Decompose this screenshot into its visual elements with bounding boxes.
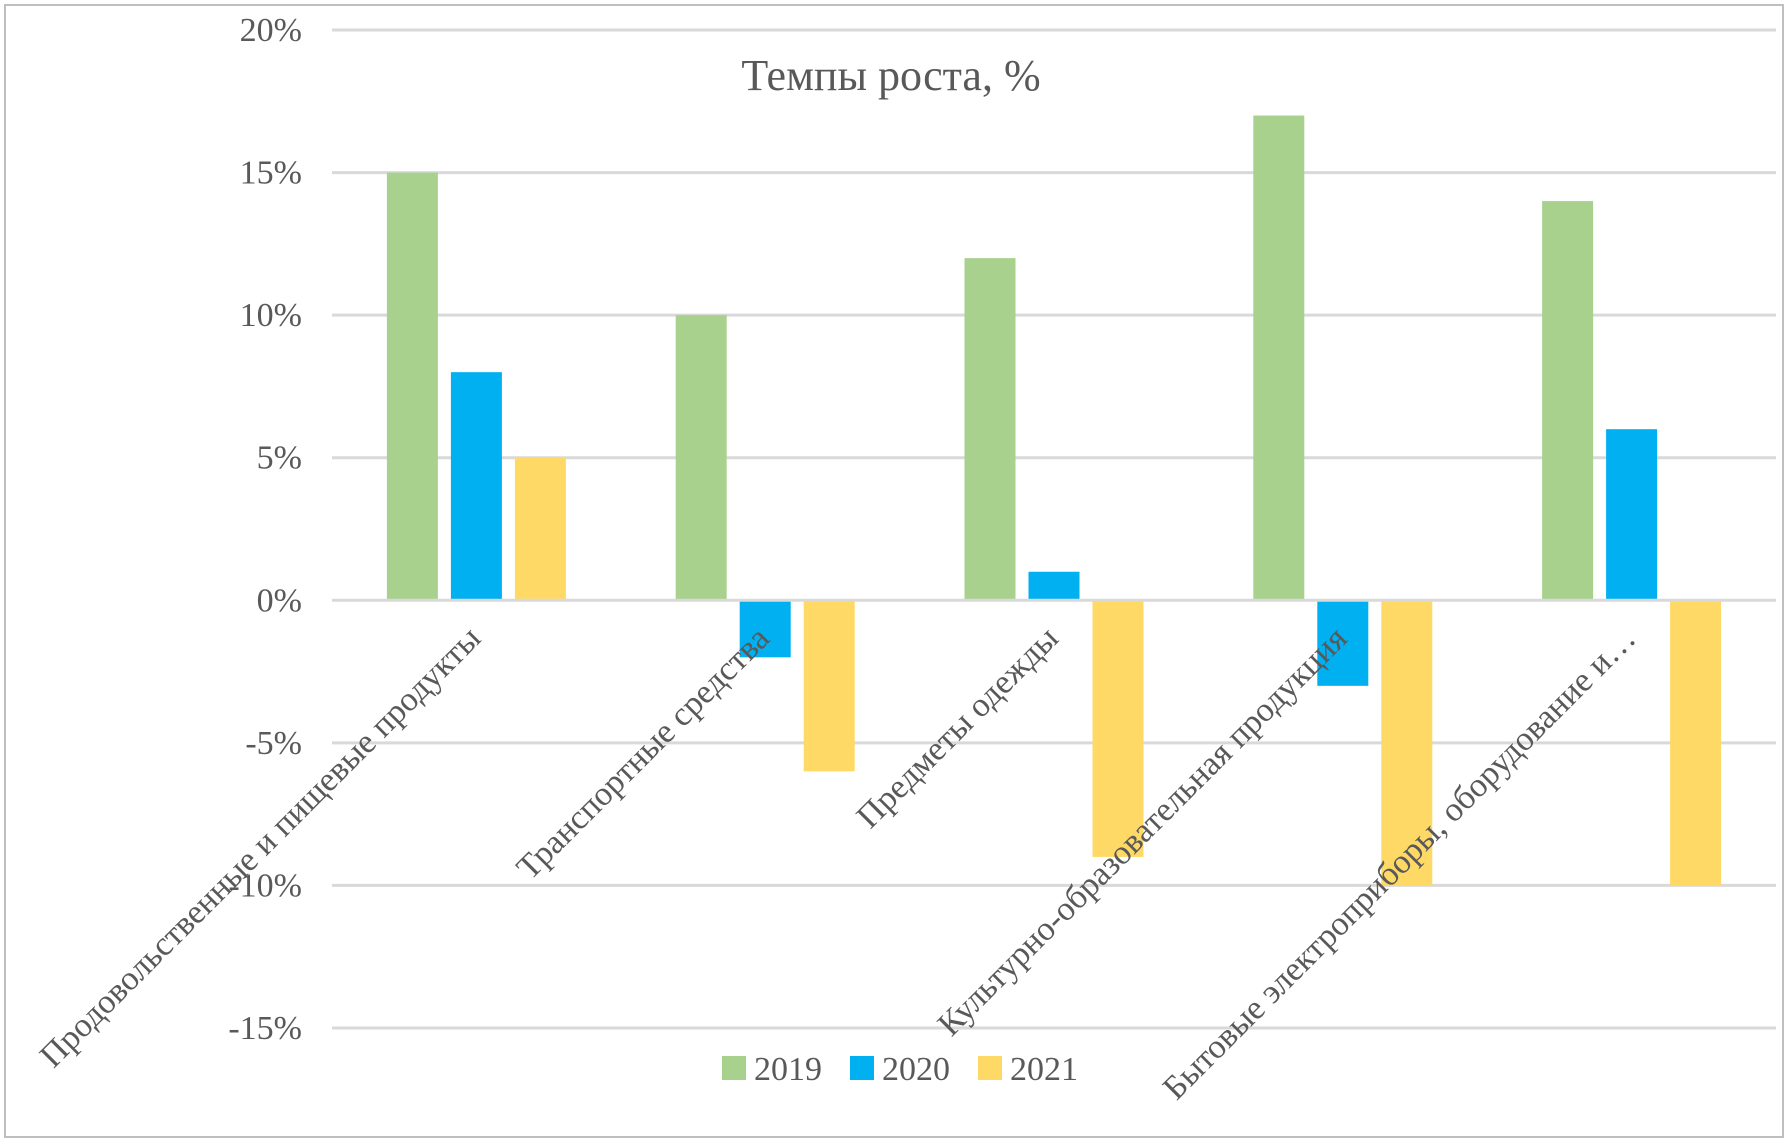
y-tick-label: -10% (228, 867, 302, 904)
bar-2019 (964, 258, 1016, 601)
category-label: Предметы одежды (850, 620, 1066, 836)
bar-2019 (1542, 201, 1594, 601)
legend-label-2021: 2021 (1010, 1051, 1078, 1088)
legend: 2019 2020 2021 (722, 1051, 1078, 1088)
y-tick-label: 5% (257, 440, 302, 477)
category-label: Транспортные средства (510, 620, 777, 887)
bar-2019 (1253, 115, 1305, 601)
y-tick-label: 10% (240, 297, 302, 334)
legend-swatch-2020 (850, 1056, 874, 1080)
y-tick-label: 20% (240, 12, 302, 49)
bar-2019 (675, 315, 727, 601)
bar-2020 (1606, 429, 1658, 601)
bar-2021 (1670, 600, 1722, 886)
legend-label-2020: 2020 (882, 1051, 950, 1088)
y-tick-label: 15% (240, 155, 302, 192)
bars (386, 115, 1722, 886)
category-label: Продовольственные и пищевые продукты (33, 620, 488, 1075)
bar-2021 (803, 600, 855, 772)
bar-2020 (1317, 600, 1369, 686)
legend-label-2019: 2019 (754, 1051, 822, 1088)
legend-swatch-2021 (978, 1056, 1002, 1080)
y-tick-label: -15% (228, 1010, 302, 1047)
bar-2021 (514, 457, 566, 601)
gridlines (332, 28, 1776, 1030)
chart-title: Темпы роста, % (741, 51, 1040, 100)
legend-swatch-2019 (722, 1056, 746, 1080)
bar-2019 (386, 172, 438, 601)
y-axis-tick-labels: 20% 15% 10% 5% 0% -5% -10% -15% (228, 12, 302, 1047)
y-tick-label: 0% (257, 582, 302, 619)
bar-chart: 20% 15% 10% 5% 0% -5% -10% -15% Продовольственн… (33, 12, 1776, 1107)
bar-2021 (1381, 600, 1433, 886)
y-tick-label: -5% (245, 725, 302, 762)
chart-frame: 20% 15% 10% 5% 0% -5% -10% -15% Продовольственн… (4, 4, 1784, 1138)
bar-2020 (450, 372, 502, 601)
bar-2020 (739, 600, 791, 658)
bar-2021 (1092, 600, 1144, 857)
bar-2020 (1028, 571, 1080, 601)
